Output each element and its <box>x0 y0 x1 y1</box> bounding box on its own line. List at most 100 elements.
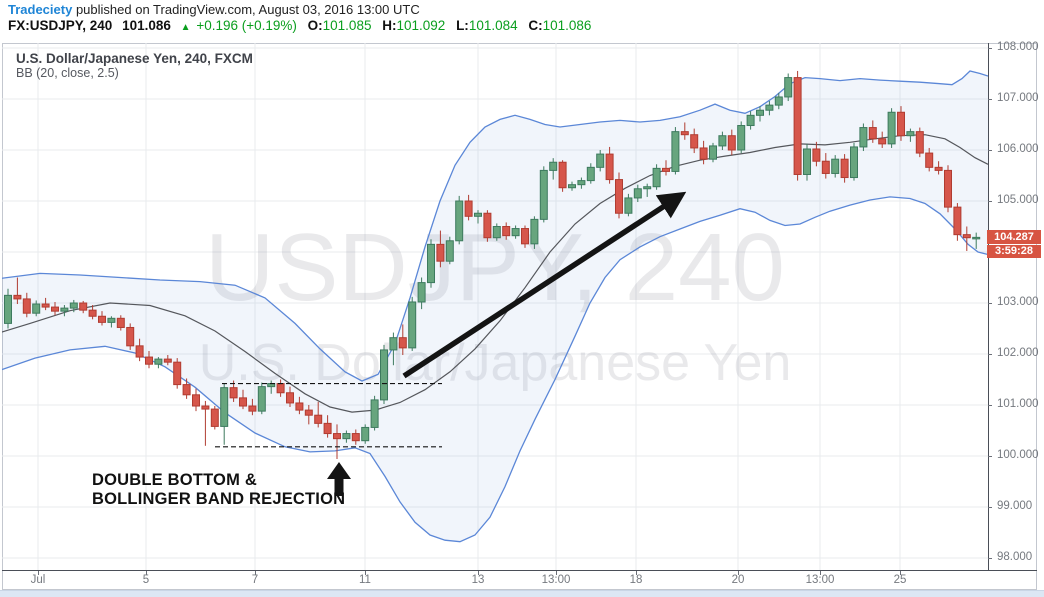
candlestick-chart-canvas[interactable]: USDJPY, 240U.S. Dollar/Japanese Yen <box>2 43 988 570</box>
price-axis[interactable]: 108.000107.000106.000105.000104.000103.0… <box>988 41 1039 570</box>
up-triangle-icon: ▲ <box>180 22 191 33</box>
watermark-description: U.S. Dollar/Japanese Yen <box>199 334 792 392</box>
candle-body <box>163 358 172 363</box>
candle-body <box>568 184 576 189</box>
candle-body <box>906 131 915 137</box>
price-axis-separator <box>988 43 989 570</box>
attribution-text: published on TradingView.com, August 03,… <box>72 2 420 17</box>
candle-body <box>333 433 341 440</box>
candle-body <box>972 236 981 240</box>
candle-body <box>257 386 266 412</box>
candle-body <box>680 131 689 136</box>
candle-body <box>483 212 492 239</box>
candle-body <box>304 409 313 416</box>
price-tick-mark <box>988 354 992 355</box>
high-label: H: <box>382 18 397 33</box>
time-tick-mark <box>556 571 557 575</box>
price-change: +0.196 (+0.19%) <box>196 18 297 33</box>
price-tick-label: 98.000 <box>997 551 1033 563</box>
candle-body <box>596 153 605 168</box>
candle-body <box>737 125 746 151</box>
candle-body <box>126 326 135 347</box>
symbol-name[interactable]: FX:USDJPY, 240 <box>8 18 113 33</box>
low-label: L: <box>456 18 469 33</box>
candle-body <box>944 169 952 208</box>
candle-body <box>633 188 642 199</box>
candle-body <box>953 206 962 236</box>
candle-body <box>192 394 200 407</box>
candle-body <box>98 315 106 323</box>
time-tick-label: 20 <box>731 574 745 586</box>
time-axis[interactable]: Jul 5 7 11 13 13:00 18 20 13:00 25 <box>2 571 988 590</box>
time-tick-mark <box>636 571 637 575</box>
candle-body <box>201 405 210 410</box>
candle-body <box>652 167 661 188</box>
candle-body <box>615 179 623 214</box>
candle-body <box>464 200 473 217</box>
candle-body <box>492 226 501 239</box>
candle-body <box>314 414 323 424</box>
time-tick-label: Jul <box>30 574 46 586</box>
price-tick-label: 108.000 <box>997 41 1039 53</box>
candle-body <box>145 356 153 365</box>
price-tick-mark <box>988 405 992 406</box>
candle-body <box>821 160 830 174</box>
candle-body <box>934 166 943 171</box>
candle-body <box>727 135 736 151</box>
close-value: 101.086 <box>542 18 592 33</box>
candle-body <box>859 127 868 148</box>
candle-body <box>88 309 97 317</box>
candle-body <box>323 422 332 435</box>
time-tick-label: 13 <box>471 574 485 586</box>
time-tick-mark <box>478 571 479 575</box>
price-tick-mark <box>988 48 992 49</box>
price-tick-label: 99.000 <box>997 500 1033 512</box>
footer-strip <box>0 590 1044 597</box>
candle-body <box>370 399 379 428</box>
price-tick-label: 102.000 <box>997 347 1039 359</box>
time-tick-mark <box>820 571 821 575</box>
high-value: 101.092 <box>396 18 446 33</box>
bollinger-band-fill <box>2 71 988 542</box>
candle-body <box>154 358 163 365</box>
price-tick-mark <box>988 99 992 100</box>
up-arrow-marker[interactable] <box>327 462 351 496</box>
candle-body <box>135 345 144 358</box>
time-tick-label: 11 <box>359 574 371 586</box>
candle-body <box>502 226 511 237</box>
candle-body <box>276 383 285 394</box>
time-tick-mark <box>38 571 39 575</box>
candle-body <box>643 186 652 190</box>
quote-line: FX:USDJPY, 240 101.086 ▲ +0.196 (+0.19%)… <box>8 18 591 33</box>
candle-body <box>474 212 482 217</box>
price-tick-mark <box>988 303 992 304</box>
time-tick-label: 18 <box>629 574 643 586</box>
candle-body <box>286 392 294 404</box>
candle-body <box>380 349 388 401</box>
candle-body <box>182 384 191 396</box>
candle-body <box>878 138 887 145</box>
candle-body <box>690 134 699 149</box>
candle-body <box>427 243 435 284</box>
last-price: 101.086 <box>122 18 171 33</box>
candle-body <box>831 158 840 174</box>
candle-body <box>530 218 539 245</box>
publisher-link[interactable]: Tradeciety <box>8 2 73 17</box>
time-tick-mark <box>900 571 901 575</box>
candle-body <box>915 131 924 154</box>
time-tick-label: 5 <box>142 574 150 586</box>
time-tick-mark <box>365 571 366 575</box>
candle-body <box>361 426 370 442</box>
uptrend-arrow[interactable] <box>402 191 687 379</box>
candle-body <box>897 111 905 137</box>
price-tick-label: 100.000 <box>997 449 1039 461</box>
candle-body <box>342 433 351 440</box>
price-tick-label: 107.000 <box>997 92 1039 104</box>
candle-body <box>408 301 417 349</box>
candle-body <box>511 228 520 237</box>
price-tick-mark <box>988 558 992 559</box>
candle-body <box>558 161 567 189</box>
candle-body <box>13 294 22 300</box>
candle-body <box>784 77 793 98</box>
candle-body <box>417 282 426 303</box>
